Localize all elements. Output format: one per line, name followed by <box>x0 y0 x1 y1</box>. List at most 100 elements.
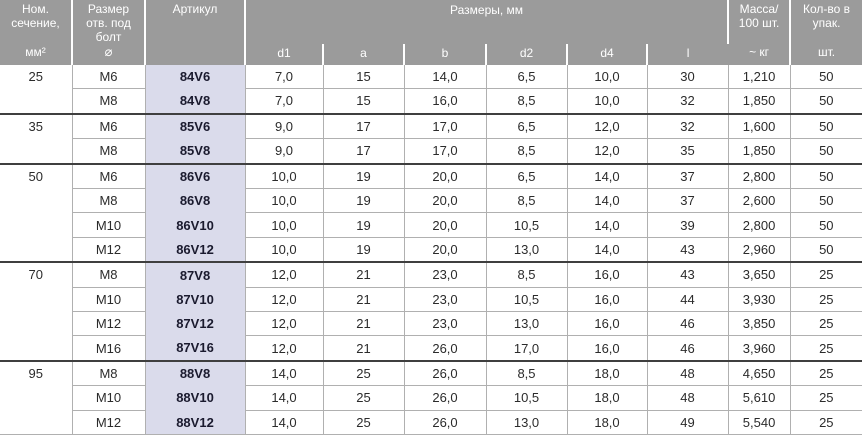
cell-d4: 18,0 <box>567 359 648 386</box>
table-row: 25 M6 84V6 7,0 15 14,0 6,5 10,0 30 1,210 50 <box>0 65 862 114</box>
section-cell: 35 <box>0 112 73 164</box>
cell-mass-per-100: 2,800 <box>728 162 791 189</box>
header-pack-qty-unit: шт. <box>817 45 836 60</box>
cell-b: 26,0 <box>404 409 487 436</box>
header-sub-d1: d1 <box>245 44 323 65</box>
cell-a: 15 <box>323 88 405 114</box>
cell-d4: 18,0 <box>567 409 648 436</box>
cell-d4: 16,0 <box>567 261 648 288</box>
header-nominal-section-unit: мм² <box>25 45 46 60</box>
table-row: 95 M8 88V8 14,0 25 26,0 8,5 18,0 48 4,650 25 <box>0 359 862 435</box>
cell-l: 35 <box>647 138 729 164</box>
cell-d1: 10,0 <box>245 236 324 263</box>
header-mass: Масса/ 100 шт. ~ кг <box>728 0 792 65</box>
cell-bolt-size: M12 <box>72 310 146 336</box>
table-row: M8 84V8 7,0 15 16,0 8,5 10,0 32 1,850 50 <box>0 88 862 114</box>
header-bolt-hole-title: Размер отв. под болт <box>86 2 131 44</box>
cell-mass-per-100: 3,960 <box>728 335 791 361</box>
cell-pack-qty: 50 <box>790 236 862 263</box>
cell-d2: 6,5 <box>486 162 568 189</box>
cell-article: 85V6 <box>145 112 246 139</box>
cell-bolt-size: M8 <box>72 188 146 213</box>
cell-l: 46 <box>647 335 729 361</box>
header-row-main: Ном. сечение, мм² Размер отв. под болт ⌀… <box>0 0 862 65</box>
table-row: M12 87V12 12,0 21 23,0 13,0 16,0 46 3,850 25 <box>0 310 862 336</box>
cell-d2: 6,5 <box>486 65 568 89</box>
cell-d1: 14,0 <box>245 359 324 386</box>
diameter-icon: ⌀ <box>104 44 113 60</box>
header-sub-l: l <box>645 44 729 65</box>
cell-l: 48 <box>647 385 729 411</box>
cell-b: 20,0 <box>404 188 487 213</box>
cell-b: 23,0 <box>404 310 487 336</box>
cell-pack-qty: 25 <box>790 409 862 436</box>
table-header: Ном. сечение, мм² Размер отв. под болт ⌀… <box>0 0 862 65</box>
cell-pack-qty: 50 <box>790 212 862 238</box>
table-row: 70 M8 87V8 12,0 21 23,0 8,5 16,0 43 3,650 25 <box>0 261 862 361</box>
cell-bolt-size: M8 <box>72 359 146 386</box>
cell-l: 49 <box>647 409 729 436</box>
cell-a: 25 <box>323 385 405 411</box>
cell-d2: 13,0 <box>486 409 568 436</box>
header-article-title: Артикул <box>172 2 218 16</box>
cell-l: 44 <box>647 286 729 312</box>
cell-b: 20,0 <box>404 236 487 263</box>
cell-b: 17,0 <box>404 112 487 139</box>
cell-mass-per-100: 3,850 <box>728 310 791 336</box>
cell-mass-per-100: 4,650 <box>728 359 791 386</box>
header-nominal-section-title: Ном. сечение, <box>11 2 60 30</box>
cell-b: 26,0 <box>404 335 487 361</box>
cell-d1: 14,0 <box>245 385 324 411</box>
cell-l: 46 <box>647 310 729 336</box>
cell-bolt-size: M6 <box>72 112 146 139</box>
cell-d1: 7,0 <box>245 65 324 89</box>
cell-a: 19 <box>323 236 405 263</box>
cell-mass-per-100: 1,600 <box>728 112 791 139</box>
cell-d2: 8,5 <box>486 88 568 114</box>
cell-d2: 8,5 <box>486 359 568 386</box>
cell-bolt-size: M6 <box>72 65 146 89</box>
cell-l: 30 <box>647 65 729 89</box>
table-row: M10 86V10 10,0 19 20,0 10,5 14,0 39 2,800 50 <box>0 212 862 238</box>
cell-pack-qty: 50 <box>790 112 862 139</box>
cell-article: 84V6 <box>145 65 246 89</box>
section-cell: 70 <box>0 261 73 361</box>
cell-l: 43 <box>647 261 729 288</box>
cell-d2: 8,5 <box>486 138 568 164</box>
cell-bolt-size: M10 <box>72 385 146 411</box>
cell-b: 17,0 <box>404 138 487 164</box>
cell-article: 86V8 <box>145 188 246 213</box>
section-cell: 95 <box>0 359 73 435</box>
cell-bolt-size: M16 <box>72 335 146 361</box>
cell-article: 86V6 <box>145 162 246 189</box>
cell-article: 87V12 <box>145 311 246 336</box>
cell-pack-qty: 50 <box>790 138 862 164</box>
cell-d4: 16,0 <box>567 335 648 361</box>
header-sub-b: b <box>403 44 486 65</box>
header-mass-title: Масса/ 100 шт. <box>738 2 780 30</box>
cell-article: 88V8 <box>145 359 246 386</box>
cell-a: 19 <box>323 162 405 189</box>
cell-mass-per-100: 2,960 <box>728 236 791 263</box>
table-row: M12 86V12 10,0 19 20,0 13,0 14,0 43 2,960 50 <box>0 236 862 263</box>
cell-pack-qty: 50 <box>790 88 862 114</box>
cell-a: 17 <box>323 138 405 164</box>
table-row: M16 87V16 12,0 21 26,0 17,0 16,0 46 3,960 25 <box>0 335 862 361</box>
cell-d2: 10,5 <box>486 212 568 238</box>
cell-d2: 13,0 <box>486 236 568 263</box>
cell-d4: 14,0 <box>567 188 648 213</box>
cell-pack-qty: 25 <box>790 335 862 361</box>
cell-d4: 16,0 <box>567 286 648 312</box>
cell-d4: 14,0 <box>567 236 648 263</box>
cell-l: 39 <box>647 212 729 238</box>
cell-d4: 12,0 <box>567 112 648 139</box>
cell-d1: 9,0 <box>245 138 324 164</box>
table-row: M12 88V12 14,0 25 26,0 13,0 18,0 49 5,540 25 <box>0 409 862 436</box>
cell-bolt-size: M10 <box>72 286 146 312</box>
cell-d1: 12,0 <box>245 286 324 312</box>
cell-bolt-size: M6 <box>72 162 146 189</box>
cell-d1: 12,0 <box>245 310 324 336</box>
cell-article: 86V12 <box>145 237 246 263</box>
cell-d2: 8,5 <box>486 188 568 213</box>
